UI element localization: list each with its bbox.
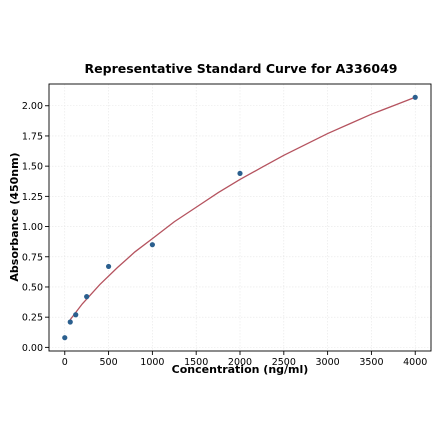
grid xyxy=(49,84,431,351)
data-points xyxy=(62,94,418,341)
y-axis-ticks: 0.00 0.25 0.50 0.75 1.00 1.25 1.50 1.75 2.00 xyxy=(22,101,49,354)
data-point xyxy=(149,242,155,248)
x-tick-label: 3500 xyxy=(359,357,383,368)
x-tick-label: 4000 xyxy=(403,357,427,368)
y-tick-label: 2.00 xyxy=(22,101,43,112)
x-axis-label: Concentration (ng/ml) xyxy=(172,363,309,376)
y-tick-label: 0.00 xyxy=(22,343,43,354)
x-tick-label: 2000 xyxy=(228,357,252,368)
x-tick-label: 0 xyxy=(62,357,68,368)
y-tick-label: 1.50 xyxy=(22,162,43,173)
fit-curve-line xyxy=(69,96,416,320)
data-point xyxy=(67,319,73,325)
x-tick-label: 2500 xyxy=(272,357,296,368)
data-point xyxy=(73,312,79,318)
x-tick-label: 1500 xyxy=(184,357,208,368)
data-point xyxy=(62,335,68,341)
y-tick-label: 0.75 xyxy=(22,252,43,263)
y-tick-label: 1.25 xyxy=(22,192,43,203)
data-point xyxy=(84,294,90,300)
y-tick-label: 1.75 xyxy=(22,131,43,142)
fit-curve-layer xyxy=(69,96,416,320)
x-tick-label: 3000 xyxy=(316,357,340,368)
x-axis-ticks: 0 500 1000 1500 2000 2500 3000 3500 4000 xyxy=(62,351,427,368)
y-tick-label: 0.50 xyxy=(22,282,43,293)
data-point xyxy=(412,94,418,100)
x-tick-label: 500 xyxy=(100,357,118,368)
y-tick-label: 0.25 xyxy=(22,313,43,324)
chart-title: Representative Standard Curve for A33604… xyxy=(85,61,398,76)
data-point xyxy=(237,170,243,177)
y-axis-label: Absorbance (450nm) xyxy=(8,152,21,281)
y-tick-label: 1.00 xyxy=(22,222,43,233)
data-point xyxy=(105,263,112,270)
x-tick-label: 1000 xyxy=(140,357,164,368)
